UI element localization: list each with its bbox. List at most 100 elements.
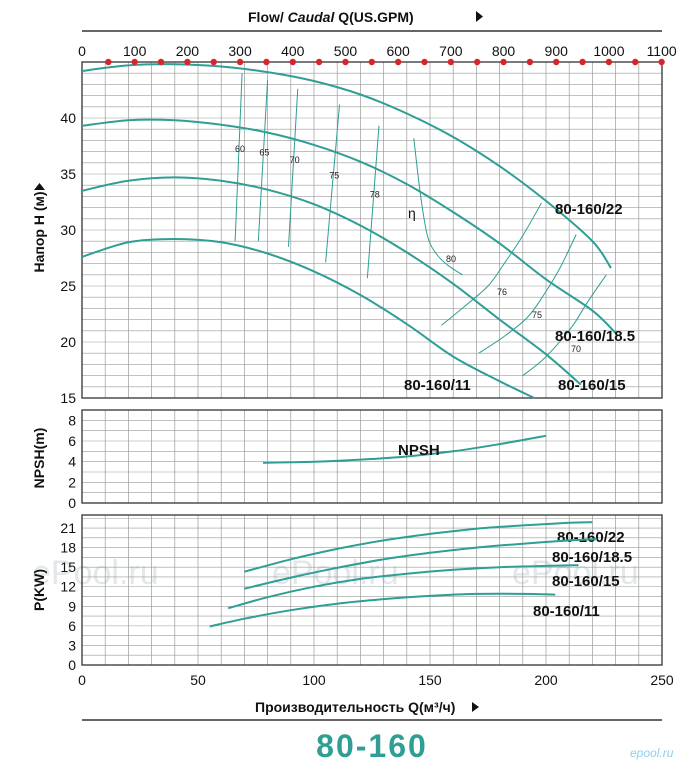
gpm-tick-label: 1000 <box>593 43 624 59</box>
y-tick-label: 0 <box>68 495 76 511</box>
series-curve <box>81 237 535 399</box>
y-tick-label: 9 <box>68 598 76 614</box>
y-tick-label: 0 <box>68 657 76 673</box>
flow-title-suffix: Q(US.GPM) <box>334 9 413 25</box>
gpm-tick-label: 100 <box>123 43 147 59</box>
gpm-tick-marker <box>263 58 270 66</box>
series-label: NPSH <box>398 442 440 459</box>
series-label: 80-160/11 <box>533 603 600 620</box>
y-tick-label: 21 <box>60 520 76 536</box>
gpm-tick-label: 900 <box>545 43 569 59</box>
gpm-tick-marker <box>421 58 428 66</box>
y-tick-label: 25 <box>60 278 76 294</box>
y-tick-label: 40 <box>60 110 76 126</box>
gpm-tick-marker <box>184 58 191 66</box>
gpm-tick-label: 200 <box>176 43 200 59</box>
y-tick-label: 6 <box>68 433 76 449</box>
y-tick-label: 3 <box>68 637 76 653</box>
gpm-tick-marker <box>315 58 323 66</box>
head-axis-title: Напор H (м) <box>31 191 47 272</box>
gpm-tick-marker <box>526 58 534 66</box>
gpm-tick-label: 400 <box>281 43 305 59</box>
npsh-curve-panel: 0 2 4 6 8 NPSH <box>68 409 663 511</box>
gpm-tick-marker <box>368 58 376 66</box>
efficiency-contour-label: 76 <box>497 287 507 297</box>
head-curve-panel: 15 20 25 30 35 40 60 65 70 75 78 80 76 75 70 η 80-160/22… <box>60 43 676 406</box>
y-tick-label: 15 <box>60 559 76 575</box>
gpm-tick-label: 600 <box>386 43 410 59</box>
gpm-tick-marker <box>157 58 165 66</box>
gpm-tick-marker <box>658 58 665 66</box>
x-axis-arrow-icon <box>472 702 479 712</box>
series-curve <box>244 538 598 590</box>
y-tick-label: 15 <box>60 390 76 406</box>
x-tick-label: 0 <box>78 672 86 688</box>
series-curve <box>262 434 547 464</box>
efficiency-line <box>257 79 269 242</box>
watermark-right: ePool.ru <box>512 554 639 592</box>
x-tick-label: 250 <box>650 672 674 688</box>
series-curve <box>227 564 579 610</box>
power-axis-title-group: P(KW) <box>31 569 47 611</box>
gpm-tick-label: 300 <box>228 43 252 59</box>
efficiency-label: 75 <box>329 171 339 181</box>
efficiency-contour <box>478 234 577 354</box>
series-label: 80-160/15 <box>552 573 620 590</box>
series-label: 80-160/18.5 <box>555 328 635 345</box>
npsh-axis-title: NPSH(m) <box>31 428 47 489</box>
gpm-tick-label: 1100 <box>647 43 677 59</box>
gpm-tick-marker <box>553 58 560 66</box>
gpm-tick-label: 800 <box>492 43 516 59</box>
gpm-tick-marker <box>342 58 349 66</box>
series-label: 80-160/11 <box>404 377 471 394</box>
npsh-axis-title-group: NPSH(m) <box>31 428 47 489</box>
panel-frame <box>81 514 663 666</box>
y-tick-label: 20 <box>60 334 76 350</box>
efficiency-line <box>325 104 341 263</box>
gpm-tick-marker <box>447 58 455 66</box>
head-axis-arrow-icon <box>34 183 45 190</box>
efficiency-symbol: η <box>408 205 416 221</box>
efficiency-label: 60 <box>235 144 245 154</box>
x-tick-label: 100 <box>302 672 326 688</box>
efficiency-contour <box>441 202 542 326</box>
efficiency-label: 70 <box>290 155 300 165</box>
gpm-tick-marker <box>579 58 586 66</box>
flow-title-prefix: Flow/ <box>248 9 288 25</box>
gpm-tick-marker <box>289 58 296 66</box>
gpm-tick-marker <box>500 58 507 66</box>
power-axis-title: P(KW) <box>31 569 47 611</box>
gpm-tick-marker <box>210 58 217 66</box>
head-axis-title-group: Напор H (м) <box>31 191 47 272</box>
gpm-tick-marker <box>105 58 112 66</box>
series-curve <box>81 118 617 334</box>
series-curve <box>81 176 582 386</box>
efficiency-contour-label: 80 <box>446 254 456 264</box>
gpm-tick-marker <box>632 58 639 66</box>
efficiency-contour-label: 70 <box>571 344 581 354</box>
gpm-tick-marker <box>473 58 481 66</box>
gpm-tick-marker <box>131 58 138 66</box>
series-curve <box>209 592 556 628</box>
panel-frame <box>81 409 663 504</box>
site-logo: epool.ru <box>630 746 674 760</box>
gpm-tick-label: 0 <box>78 43 86 59</box>
gpm-tick-label: 700 <box>439 43 463 59</box>
series-label: 80-160/18.5 <box>552 549 632 566</box>
y-tick-label: 12 <box>60 579 76 595</box>
watermark-left: ePool.ru <box>32 554 159 592</box>
series-label: 80-160/22 <box>555 201 623 218</box>
efficiency-line <box>234 73 243 242</box>
gpm-tick-label: 500 <box>334 43 358 59</box>
efficiency-label: 65 <box>259 147 269 157</box>
efficiency-line <box>366 125 380 279</box>
y-tick-label: 30 <box>60 222 76 238</box>
y-tick-label: 4 <box>68 454 76 470</box>
gpm-tick-marker <box>605 58 613 66</box>
series-label: 80-160/15 <box>558 377 626 394</box>
gpm-tick-marker <box>236 58 244 66</box>
x-tick-label: 50 <box>190 672 206 688</box>
series-label: 80-160/22 <box>557 529 625 546</box>
gpm-tick-marker <box>394 58 402 66</box>
